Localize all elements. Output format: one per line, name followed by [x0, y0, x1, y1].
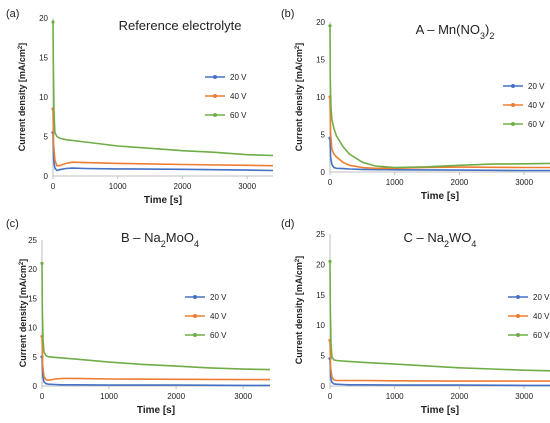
- y-tick-label: 5: [321, 352, 326, 361]
- y-tick-label: 20: [316, 260, 325, 269]
- x-tick-label: 0: [328, 392, 333, 401]
- x-tick-label: 2000: [451, 392, 469, 401]
- x-tick-label: 0: [51, 182, 56, 191]
- y-tick-label: 15: [39, 54, 48, 63]
- y-tick-label: 15: [28, 294, 37, 303]
- y-tick-label: 5: [33, 353, 38, 362]
- y-tick-label: 0: [321, 168, 326, 177]
- chart-title: B – Na2MoO4: [121, 230, 199, 249]
- panel-label: (c): [6, 218, 19, 230]
- y-tick-label: 15: [316, 56, 325, 65]
- series-line-20v: [329, 358, 550, 387]
- y-axis-label: Current density [mA/cm2]: [294, 43, 304, 151]
- panel-label: (b): [281, 8, 294, 20]
- x-tick-label: 1000: [109, 182, 127, 191]
- chart-panel-2: (b) 0 5 10 15 20 0 1000 2000 3000 Time [s] Current …: [281, 8, 550, 202]
- y-tick-label: 0: [33, 382, 38, 391]
- x-axis-label: Time [s]: [421, 405, 459, 416]
- series-line-20v: [52, 132, 274, 172]
- legend-label: 40 V: [533, 312, 550, 321]
- legend-marker: [516, 295, 520, 299]
- chart-panel-1: (a) 0 5 10 15 20 0 1000 2000 3000 Time [s] Current …: [6, 8, 274, 206]
- legend-marker: [511, 122, 515, 126]
- legend-marker: [516, 333, 520, 337]
- legend-marker: [511, 84, 515, 88]
- y-axis-label: Current density [mA/cm2]: [17, 43, 27, 151]
- y-tick-label: 5: [321, 131, 326, 140]
- x-tick-label: 1000: [386, 392, 404, 401]
- chart-title: C – Na2WO4: [404, 230, 477, 249]
- series-line-40v: [52, 108, 274, 167]
- x-tick-label: 3000: [515, 392, 533, 401]
- legend-marker: [213, 94, 217, 98]
- series-start-point: [51, 20, 55, 24]
- legend-marker: [516, 314, 520, 318]
- legend-label: 60 V: [533, 331, 550, 340]
- legend-marker: [213, 113, 217, 117]
- x-tick-label: 0: [328, 178, 333, 187]
- y-tick-label: 25: [316, 230, 325, 239]
- x-tick-label: 2000: [451, 178, 469, 187]
- legend-label: 40 V: [230, 92, 247, 101]
- x-axis-label: Time [s]: [137, 405, 175, 416]
- panel-label: (a): [6, 8, 19, 20]
- y-tick-label: 25: [28, 236, 37, 245]
- legend-label: 40 V: [528, 101, 545, 110]
- y-tick-label: 0: [321, 382, 326, 391]
- series-line-60v: [52, 21, 274, 157]
- x-tick-label: 1000: [100, 392, 118, 401]
- chart-title: Reference electrolyte: [119, 18, 242, 33]
- y-tick-label: 10: [28, 324, 37, 333]
- y-tick-label: 20: [28, 265, 37, 274]
- series-line-20v: [41, 356, 270, 387]
- y-tick-label: 20: [316, 18, 325, 27]
- y-tick-label: 20: [39, 14, 48, 23]
- series-line-40v: [329, 340, 550, 382]
- series-line-40v: [41, 336, 270, 381]
- legend-label: 60 V: [210, 331, 227, 340]
- x-tick-label: 2000: [167, 392, 185, 401]
- legend-marker: [511, 103, 515, 107]
- y-tick-label: 10: [39, 93, 48, 102]
- legend-label: 60 V: [528, 120, 545, 129]
- x-axis-label: Time [s]: [144, 195, 182, 206]
- series-start-point: [328, 259, 332, 263]
- chart-panel-4: (d) 0 5 10 15 20 25 0 1000 2000 3000 Time [s] Curren…: [281, 218, 550, 416]
- y-axis-label: Current density [mA/cm2]: [18, 259, 28, 367]
- legend-marker: [213, 75, 217, 79]
- series-line-20v: [329, 138, 550, 172]
- legend-marker: [193, 314, 197, 318]
- series-line-60v: [329, 261, 550, 372]
- legend-marker: [193, 295, 197, 299]
- y-tick-label: 0: [44, 172, 49, 181]
- y-tick-label: 10: [316, 93, 325, 102]
- legend-marker: [193, 333, 197, 337]
- x-tick-label: 2000: [174, 182, 192, 191]
- x-tick-label: 1000: [386, 178, 404, 187]
- panel-label: (d): [281, 218, 294, 230]
- x-axis-label: Time [s]: [421, 191, 459, 202]
- x-tick-label: 3000: [234, 392, 252, 401]
- y-tick-label: 5: [44, 133, 49, 142]
- chart-title: A – Mn(NO3)2: [416, 22, 495, 41]
- legend-label: 40 V: [210, 312, 227, 321]
- legend-label: 60 V: [230, 111, 247, 120]
- series-line-60v: [41, 263, 271, 371]
- legend-label: 20 V: [230, 73, 247, 82]
- x-tick-label: 3000: [238, 182, 256, 191]
- y-tick-label: 15: [316, 291, 325, 300]
- y-axis-label: Current density [mA/cm2]: [294, 256, 304, 364]
- series-line-40v: [329, 96, 550, 170]
- legend-label: 20 V: [528, 82, 545, 91]
- series-start-point: [40, 261, 44, 265]
- series-line-60v: [329, 25, 550, 169]
- x-tick-label: 0: [40, 392, 45, 401]
- series-start-point: [328, 24, 332, 28]
- x-tick-label: 3000: [515, 178, 533, 187]
- legend-label: 20 V: [210, 293, 227, 302]
- y-tick-label: 10: [316, 321, 325, 330]
- chart-panel-3: (c) 0 5 10 15 20 25 0 1000 2000 3000 Time [s] Curren…: [6, 218, 271, 416]
- legend-label: 20 V: [533, 293, 550, 302]
